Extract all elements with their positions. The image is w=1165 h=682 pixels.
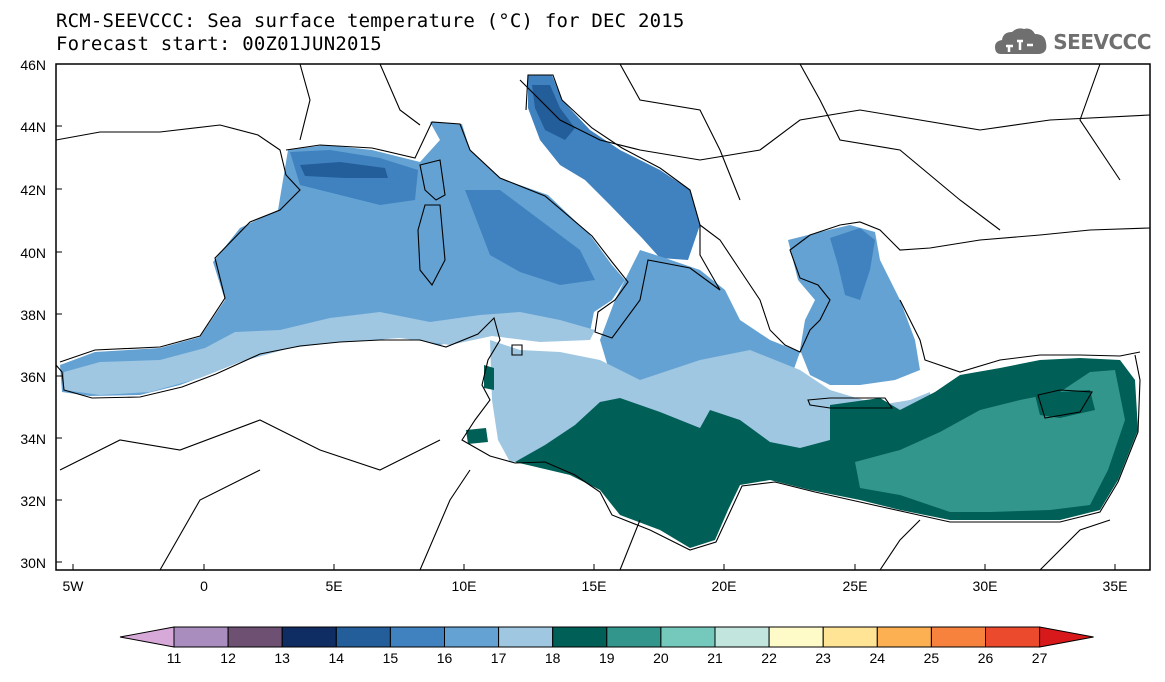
lat-label: 38N (20, 307, 46, 323)
colorbar-label: 27 (1031, 650, 1048, 666)
lat-label: 46N (20, 57, 46, 73)
colorbar-label: 22 (761, 650, 777, 666)
coastlines (56, 64, 1150, 570)
colorbar-swatch (822, 626, 878, 648)
colorbar-label: 19 (599, 650, 615, 666)
colorbar-label: 15 (382, 650, 399, 666)
lon-label: 35E (1102, 578, 1128, 594)
lon-label: 10E (451, 578, 477, 594)
north-aegean-cold (830, 228, 875, 300)
colorbar-label: 24 (869, 650, 886, 666)
lon-label: 30E (972, 578, 998, 594)
colorbar-swatch (444, 626, 500, 648)
colorbar-label: 16 (436, 650, 453, 666)
gulf-of-lion-coldest (300, 162, 388, 178)
tunisian-coast-warm (466, 365, 494, 444)
aegean-sea (788, 225, 920, 385)
forecast-start-subtitle: Forecast start: 00Z01JUN2015 (56, 33, 382, 55)
north-adriatic-cold (532, 85, 575, 140)
cloud-icon (995, 28, 1047, 54)
lat-label: 32N (20, 493, 46, 509)
logo-text: SEEVCCC (1053, 30, 1151, 54)
colorbar-label: 26 (977, 650, 994, 666)
lat-label: 36N (20, 369, 46, 385)
lat-label: 40N (20, 245, 46, 261)
map-frame (55, 63, 1151, 571)
lon-label: 25E (842, 578, 868, 594)
colorbar-swatch (876, 626, 932, 648)
lat-label: 34N (20, 431, 46, 447)
sea-temperature-field (60, 75, 1138, 548)
colorbar-swatch (930, 626, 987, 648)
seevccc-logo: SEEVCCC (993, 26, 1151, 58)
lon-label: 20E (711, 578, 737, 594)
colorbar-swatch (335, 626, 391, 648)
colorbar-label: 12 (220, 650, 236, 666)
colorbar-min-arrow (119, 626, 175, 648)
colorbar-label: 23 (815, 650, 831, 666)
colorbar (119, 626, 1094, 648)
colorbar-swatch (173, 626, 229, 648)
lat-label: 44N (20, 119, 46, 135)
colorbar-swatch (552, 626, 608, 648)
west-med-warm-band (64, 312, 595, 395)
lon-label: 0 (200, 578, 208, 594)
tyrrhenian-cool (465, 190, 595, 285)
lat-label: 30N (20, 555, 46, 571)
lon-label: 15E (581, 578, 607, 594)
colorbar-swatch (498, 626, 554, 648)
colorbar-label: 21 (707, 650, 723, 666)
colorbar-swatch (768, 626, 824, 648)
map-title: RCM-SEEVCCC: Sea surface temperature (°C… (56, 10, 685, 32)
colorbar-swatch (389, 626, 445, 648)
colorbar-swatch (985, 626, 1041, 648)
colorbar-label: 20 (653, 650, 669, 666)
colorbar-label: 18 (544, 650, 561, 666)
lat-label: 42N (20, 182, 46, 198)
colorbar-swatch (227, 626, 283, 648)
colorbar-label: 11 (166, 650, 182, 666)
colorbar-swatch (606, 626, 662, 648)
colorbar-label: 17 (490, 650, 507, 666)
colorbar-max-arrow (1039, 626, 1094, 648)
lon-label: 5W (62, 578, 84, 594)
adriatic-sea (528, 75, 700, 260)
lon-label: 5E (325, 578, 343, 594)
colorbar-label: 13 (274, 650, 290, 666)
colorbar-swatch (281, 626, 337, 648)
colorbar-swatch (660, 626, 716, 648)
colorbar-label: 14 (328, 650, 345, 666)
axis-ticks (56, 63, 1116, 570)
colorbar-label: 25 (923, 650, 940, 666)
colorbar-swatch (714, 626, 770, 648)
